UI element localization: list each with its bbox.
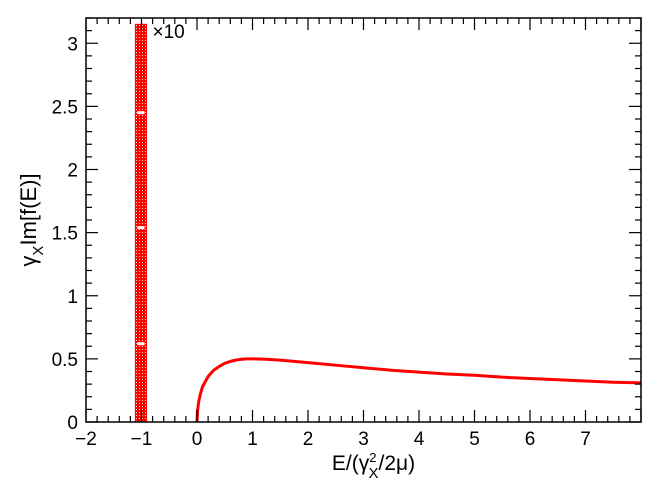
series-layer: [195, 357, 642, 423]
x-tick-label: 5: [469, 429, 480, 450]
y-tick-label: 1.5: [52, 224, 78, 245]
x-tick-label: 2: [303, 429, 314, 450]
y-axis-label: γXIm[f(E)]: [16, 173, 47, 266]
plot-frame: [85, 17, 642, 423]
x-axis-label-sub: X: [368, 465, 378, 482]
y-tick-label: 2.5: [52, 97, 78, 118]
band-rect: [134, 23, 147, 423]
x-tick-label: 0: [192, 429, 203, 450]
x-axis-label-tail: /2μ): [378, 452, 415, 475]
y-tick-label: 0: [67, 413, 78, 434]
x-tick-label: 6: [525, 429, 536, 450]
y-tick-label: 2: [67, 161, 78, 182]
x-tick-label: −2: [75, 429, 97, 450]
y-axis-label-tail: Im[f(E)]: [16, 173, 41, 245]
x-tick-label: 4: [414, 429, 425, 450]
x-axis-label: E/(γ2 X/2μ): [332, 450, 415, 482]
y-tick-label: 0.5: [52, 350, 78, 371]
band-marker: [137, 226, 145, 230]
y-tick-label: 3: [67, 34, 78, 55]
x-tick-label: 7: [580, 429, 591, 450]
x-axis-label-main: E/(γ: [332, 452, 370, 475]
x-tick-label: 1: [247, 429, 258, 450]
x-axis-label-sup: 2: [369, 450, 376, 465]
series-line: [195, 357, 642, 423]
y-axis: 0 0.5 1 1.5 2 2.5 3: [52, 17, 641, 434]
x-tick-label: −1: [131, 429, 153, 450]
band-marker: [137, 111, 145, 115]
y-axis-label-sub: X: [30, 246, 47, 256]
resonance-band: [134, 23, 147, 423]
x-tick-label: 3: [358, 429, 369, 450]
x-axis: −2 −1 0 1 2 3 4 5 6 7: [75, 18, 642, 450]
y-tick-label: 1: [67, 287, 78, 308]
y-axis-label-main: γ: [16, 256, 41, 267]
band-marker: [137, 342, 145, 346]
band-annotation: ×10: [152, 22, 184, 43]
